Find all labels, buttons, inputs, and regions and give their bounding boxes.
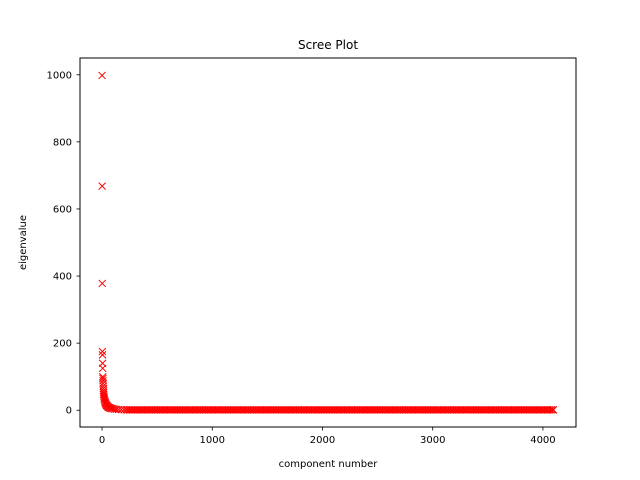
plot-frame bbox=[79, 57, 577, 428]
data-point bbox=[98, 279, 107, 288]
x-tick-label: 3000 bbox=[420, 435, 445, 446]
axis-ticks: 0 1000 2000 3000 4000 0 200 400 600 800 1000 bbox=[47, 70, 556, 446]
data-point bbox=[117, 405, 126, 414]
y-tick-label: 1000 bbox=[47, 70, 72, 81]
x-tick-label: 4000 bbox=[530, 435, 555, 446]
x-axis-label: component number bbox=[279, 459, 379, 470]
data-point bbox=[545, 406, 554, 414]
data-point bbox=[98, 71, 106, 80]
x-tick-label: 1000 bbox=[200, 435, 225, 446]
data-point bbox=[98, 347, 107, 356]
data-points bbox=[98, 71, 558, 414]
y-tick-label: 400 bbox=[53, 272, 72, 283]
data-point bbox=[547, 406, 556, 414]
y-tick-label: 800 bbox=[53, 137, 72, 148]
data-point bbox=[549, 406, 558, 414]
y-tick-label: 200 bbox=[53, 339, 72, 350]
data-point bbox=[98, 182, 107, 190]
x-tick-label: 0 bbox=[99, 435, 105, 446]
y-axis-label: eigenvalue bbox=[18, 215, 29, 270]
data-point bbox=[98, 364, 107, 373]
data-point bbox=[107, 404, 116, 413]
x-tick-label: 2000 bbox=[310, 435, 335, 446]
data-point bbox=[120, 405, 128, 414]
data-point bbox=[98, 351, 107, 359]
chart-title: Scree Plot bbox=[298, 38, 358, 52]
y-tick-label: 600 bbox=[53, 204, 72, 215]
y-tick-label: 0 bbox=[66, 406, 72, 417]
